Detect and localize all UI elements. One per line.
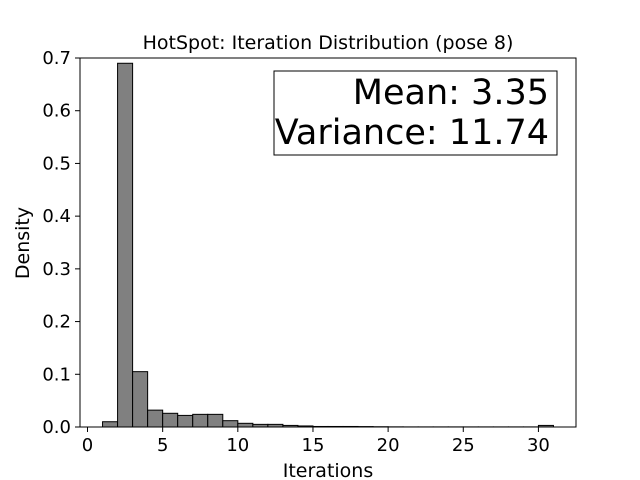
stats-annotation: Mean: 3.35 Variance: 11.74 xyxy=(273,70,558,156)
y-axis-label: Density xyxy=(12,207,34,279)
y-tick-label: 0.2 xyxy=(42,312,71,333)
y-tick-label: 0.6 xyxy=(42,101,71,122)
plot-frame xyxy=(79,57,577,428)
histogram-bar xyxy=(147,409,164,428)
annotation-variance: Variance: 11.74 xyxy=(275,113,549,153)
x-tick-label: 20 xyxy=(377,435,400,456)
y-tick-label: 0.3 xyxy=(42,259,71,280)
histogram-bar xyxy=(132,371,149,428)
annotation-box xyxy=(273,70,558,156)
histogram-bar xyxy=(162,412,179,428)
x-tick-label: 15 xyxy=(302,435,325,456)
histogram-bar xyxy=(117,62,134,428)
histogram-bar xyxy=(207,413,224,428)
chart-title: HotSpot: Iteration Distribution (pose 8) xyxy=(143,32,514,54)
x-axis-label: Iterations xyxy=(283,460,374,480)
histogram-bar xyxy=(237,422,254,428)
y-tick-label: 0.1 xyxy=(42,364,71,385)
x-tick-label: 5 xyxy=(157,435,168,456)
y-tick-label: 0.7 xyxy=(42,48,71,69)
x-axis-ticks: 0 5 10 15 20 25 30 xyxy=(82,427,550,456)
histogram-bar xyxy=(192,413,209,428)
x-tick-label: 30 xyxy=(527,435,550,456)
histogram-bar xyxy=(177,414,194,428)
x-tick-label: 0 xyxy=(82,435,93,456)
x-tick-label: 25 xyxy=(452,435,475,456)
y-tick-label: 0.4 xyxy=(42,206,71,227)
annotation-mean: Mean: 3.35 xyxy=(353,73,549,113)
x-tick-label: 10 xyxy=(226,435,249,456)
histogram-bar xyxy=(102,421,119,428)
y-axis-ticks: 0.0 0.1 0.2 0.3 0.4 0.5 0.6 0.7 xyxy=(42,48,80,438)
histogram-bar xyxy=(222,420,239,428)
y-tick-label: 0.5 xyxy=(42,153,71,174)
y-tick-label: 0.0 xyxy=(42,417,71,438)
